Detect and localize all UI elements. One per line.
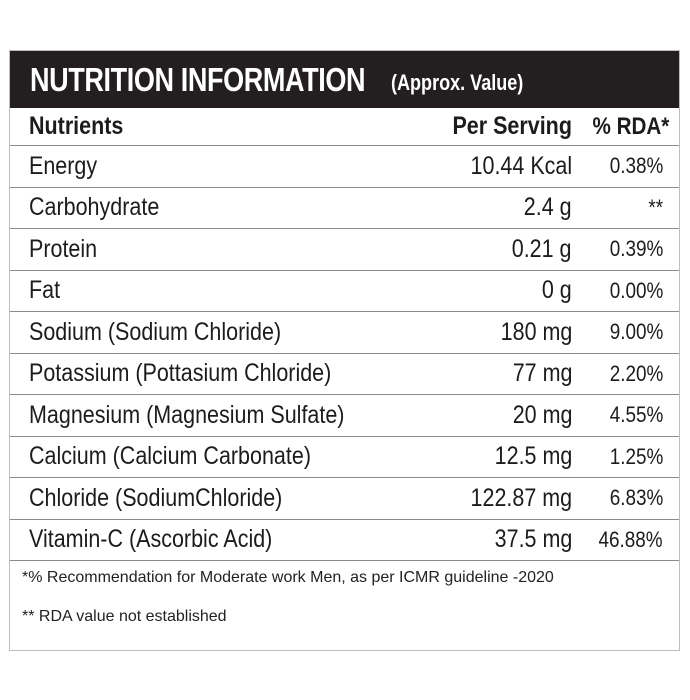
table-row: Sodium (Sodium Chloride) 180 mg 9.00% [10,312,679,354]
per-serving-value: 122.87 mg [470,483,572,512]
nutrient-name: Potassium (Pottasium Chloride) [29,359,332,388]
header-per-serving: Per Serving [452,112,572,140]
table-row: Energy 10.44 Kcal 0.38% [10,146,679,188]
per-serving-value: 20 mg [512,400,572,429]
per-serving-value: 180 mg [500,317,572,346]
table-row: Fat 0 g 0.00% [10,271,679,312]
per-serving-value: 37.5 mg [494,525,572,554]
rda-value: 6.83% [609,485,663,511]
rda-value: 0.38% [609,153,663,179]
nutrient-name: Chloride (SodiumChloride) [29,483,283,512]
table-row: Vitamin-C (Ascorbic Acid) 37.5 mg 46.88% [10,520,679,561]
nutrient-name: Calcium (Calcium Carbonate) [29,442,311,471]
nutrient-name: Sodium (Sodium Chloride) [29,317,282,346]
table-row: Protein 0.21 g 0.39% [10,229,679,271]
table-row: Carbohydrate 2.4 g ** [10,188,679,229]
table-header: Nutrients Per Serving % RDA* [10,108,679,146]
panel-title: NUTRITION INFORMATION [30,60,366,98]
nutrition-panel: NUTRITION INFORMATION (Approx. Value) Nu… [9,50,680,651]
rda-value: 2.20% [609,360,663,386]
table-row: Chloride (SodiumChloride) 122.87 mg 6.83… [10,478,679,520]
footnotes: *% Recommendation for Moderate work Men,… [10,561,679,626]
nutrient-name: Protein [29,234,98,263]
table-row: Magnesium (Magnesium Sulfate) 20 mg 4.55… [10,395,679,437]
nutrient-name: Vitamin-C (Ascorbic Acid) [29,525,273,554]
header-rda: % RDA* [592,112,670,140]
per-serving-value: 2.4 g [524,193,572,222]
rda-value: 46.88% [598,526,663,552]
footnote-rda-basis: *% Recommendation for Moderate work Men,… [22,569,554,586]
panel-subtitle: (Approx. Value) [390,69,523,95]
nutrient-name: Carbohydrate [29,193,160,222]
rda-value: ** [648,194,663,220]
title-bar: NUTRITION INFORMATION (Approx. Value) [10,51,679,108]
footnote-not-established: ** RDA value not established [22,608,227,625]
per-serving-value: 77 mg [512,359,572,388]
per-serving-value: 0 g [542,276,572,305]
per-serving-value: 12.5 mg [494,442,572,471]
rda-value: 0.39% [609,236,663,262]
nutrient-name: Magnesium (Magnesium Sulfate) [29,400,345,429]
per-serving-value: 0.21 g [512,234,572,263]
per-serving-value: 10.44 Kcal [470,151,572,180]
nutrient-name: Fat [29,276,61,305]
header-nutrients: Nutrients [29,112,124,140]
table-row: Calcium (Calcium Carbonate) 12.5 mg 1.25… [10,437,679,478]
rda-value: 9.00% [609,319,663,345]
rda-value: 1.25% [609,443,663,469]
nutrient-name: Energy [29,151,98,180]
table-row: Potassium (Pottasium Chloride) 77 mg 2.2… [10,354,679,395]
rda-value: 0.00% [609,277,663,303]
rda-value: 4.55% [609,402,663,428]
